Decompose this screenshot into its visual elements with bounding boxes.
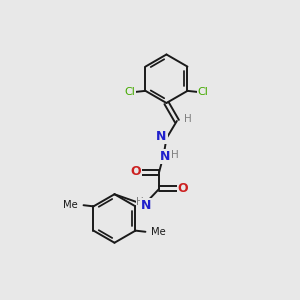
- Text: Cl: Cl: [124, 87, 135, 97]
- Text: H: H: [171, 150, 178, 161]
- Text: H: H: [184, 114, 192, 124]
- Text: N: N: [141, 199, 152, 212]
- Text: Cl: Cl: [197, 87, 208, 97]
- Text: Me: Me: [151, 227, 166, 238]
- Text: O: O: [130, 165, 141, 178]
- Text: Me: Me: [63, 200, 78, 209]
- Text: N: N: [156, 130, 167, 143]
- Text: O: O: [178, 182, 188, 195]
- Text: N: N: [160, 150, 171, 163]
- Text: H: H: [136, 197, 144, 207]
